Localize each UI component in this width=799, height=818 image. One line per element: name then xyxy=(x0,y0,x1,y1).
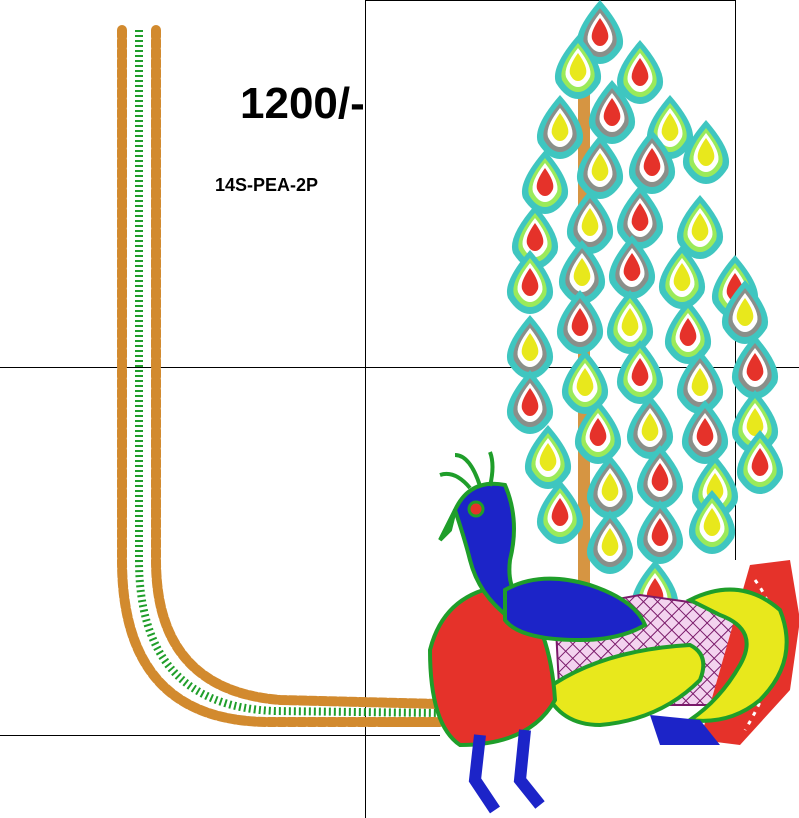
feather xyxy=(574,400,622,464)
feather xyxy=(606,290,654,354)
feather xyxy=(506,250,554,314)
grid-line-top xyxy=(365,0,735,1)
feather xyxy=(561,350,609,414)
feather xyxy=(626,395,674,459)
grid-line-horizontal-bottom xyxy=(0,735,440,736)
feather xyxy=(521,150,569,214)
feather xyxy=(636,500,684,564)
design-price: 1200/- xyxy=(240,79,365,128)
feather xyxy=(511,205,559,269)
feather xyxy=(586,455,634,519)
feather xyxy=(636,445,684,509)
feather xyxy=(566,190,614,254)
feather xyxy=(506,315,554,379)
feather xyxy=(556,290,604,354)
feather xyxy=(608,235,656,299)
feather xyxy=(576,0,624,64)
feather xyxy=(586,510,634,574)
feather xyxy=(536,95,584,159)
feather xyxy=(721,280,769,344)
feather xyxy=(558,240,606,304)
grid-line-horizontal xyxy=(0,367,799,368)
feather xyxy=(676,195,724,259)
feather xyxy=(658,245,706,309)
feather xyxy=(616,40,664,104)
feather xyxy=(676,350,724,414)
feather xyxy=(731,335,779,399)
feather xyxy=(576,135,624,199)
feather xyxy=(736,430,784,494)
feather xyxy=(554,35,602,99)
feather xyxy=(681,400,729,464)
feather xyxy=(628,130,676,194)
grid-line-vertical xyxy=(365,0,366,818)
feather xyxy=(524,425,572,489)
feather xyxy=(616,340,664,404)
design-code: 14S-PEA-2P xyxy=(215,175,319,195)
feather xyxy=(536,480,584,544)
feather xyxy=(664,300,712,364)
feather xyxy=(616,185,664,249)
feather xyxy=(688,490,736,554)
feather xyxy=(682,120,730,184)
feather xyxy=(506,370,554,434)
u-border xyxy=(117,25,445,727)
feather xyxy=(731,390,779,454)
feather xyxy=(588,80,636,144)
peacock-tail-feathers xyxy=(506,0,784,624)
